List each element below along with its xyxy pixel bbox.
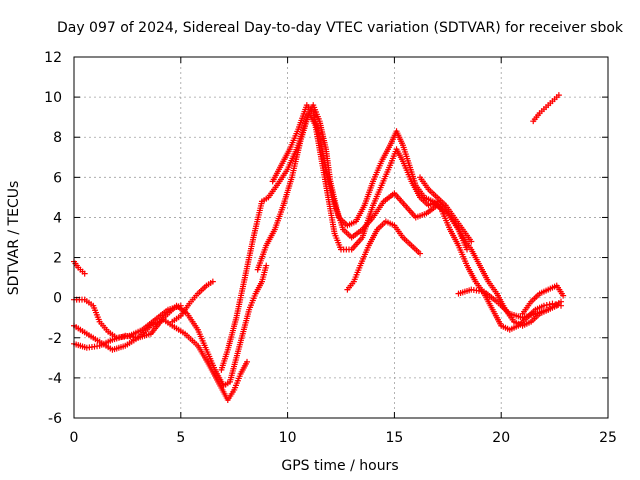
data-marks: [71, 92, 567, 403]
tick-marks: [73, 56, 609, 419]
x-tick-label: 5: [176, 430, 185, 446]
y-tick-label: 12: [44, 50, 62, 66]
y-tick-label: 0: [53, 291, 62, 307]
y-tick-label: 10: [44, 90, 62, 106]
y-tick-label: -2: [48, 331, 62, 347]
data-point: [560, 292, 567, 299]
data-point: [468, 238, 475, 245]
data-point: [209, 278, 216, 285]
data-point: [540, 302, 547, 309]
plot-frame: [73, 56, 609, 419]
chart-title: Day 097 of 2024, Sidereal Day-to-day VTE…: [57, 20, 624, 36]
data-point: [244, 358, 251, 365]
series-track-8: [269, 102, 565, 333]
y-tick-label: 6: [53, 170, 62, 186]
y-tick-label: 4: [53, 210, 62, 226]
y-tick-label: -6: [48, 411, 62, 427]
data-point: [546, 301, 553, 308]
series-track-9: [344, 218, 424, 293]
series-track-12: [519, 282, 567, 317]
x-tick-label: 20: [492, 430, 510, 446]
y-tick-label: 2: [53, 251, 62, 267]
data-point: [417, 250, 424, 257]
series-track-11: [455, 286, 565, 321]
data-point: [81, 270, 88, 277]
x-tick-label: 15: [385, 430, 403, 446]
x-tick-label: 25: [599, 430, 617, 446]
x-axis-label: GPS time / hours: [281, 458, 398, 474]
series-track-5: [169, 278, 216, 325]
series-track-4: [71, 262, 270, 389]
data-point: [558, 298, 565, 305]
data-point: [555, 92, 562, 99]
y-tick-label: -4: [48, 371, 62, 387]
series-track-13: [530, 92, 562, 125]
x-tick-label: 0: [70, 430, 79, 446]
y-axis-label: SDTVAR / TECUs: [6, 181, 22, 296]
data-point: [263, 262, 270, 269]
y-tick-label: 8: [53, 130, 62, 146]
x-tick-label: 10: [279, 430, 297, 446]
tick-labels: 0 5 10 15 20 25 -6 -4 -2 0 2 4 6 8 10 12: [44, 50, 617, 446]
gridlines: [74, 57, 608, 418]
series-track-10: [417, 174, 475, 245]
data-point: [543, 302, 550, 309]
